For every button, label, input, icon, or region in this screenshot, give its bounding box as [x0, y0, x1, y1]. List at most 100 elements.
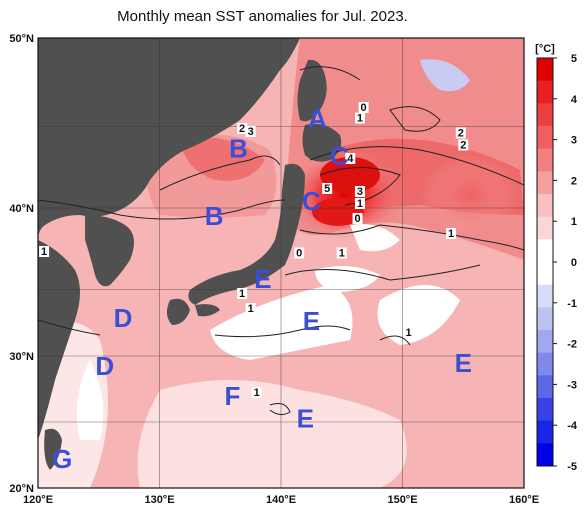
colorbar-swatch [537, 352, 553, 376]
contour-label: 1 [357, 198, 363, 210]
colorbar-swatch [537, 80, 553, 104]
contour-label-bg [237, 288, 248, 299]
ocean-neutral-kuroshio [315, 266, 380, 292]
contour-line [269, 403, 291, 416]
ocean-hotspot-c-core2 [312, 198, 364, 226]
region-label-c: C [302, 186, 321, 216]
contour-label-bg [458, 139, 469, 151]
colorbar-swatch [537, 330, 553, 354]
contour-label-bg [358, 102, 369, 113]
ocean-east-warm [420, 155, 520, 235]
lon-label-140: 140°E [266, 494, 296, 506]
colorbar-swatch [537, 420, 553, 444]
contour-line [299, 66, 361, 81]
land-kyushu [166, 298, 190, 325]
contour-label: 3 [248, 126, 254, 138]
land-korean-peninsula [85, 215, 134, 287]
land-asia-mainland [38, 38, 300, 240]
contour-label-bg [354, 112, 365, 124]
contour-label: 1 [41, 246, 47, 258]
colorbar-swatch [537, 443, 553, 467]
contour-label-bg [354, 186, 365, 197]
colorbar-tick-label: -2 [567, 339, 577, 351]
contour-label: 2 [460, 140, 466, 152]
lon-label-160: 160°E [509, 494, 539, 506]
region-label-g: G [52, 444, 72, 474]
contour-label-bg [446, 228, 457, 239]
lat-label-30: 30°N [9, 351, 34, 363]
region-label-b: B [205, 201, 224, 231]
region-label-a: A [308, 103, 327, 133]
colorbar-tick-label: 0 [571, 257, 577, 269]
lon-label-120: 120°E [23, 494, 53, 506]
contour-line [38, 319, 101, 336]
region-label-e: E [455, 348, 472, 378]
contour-label: 1 [357, 113, 363, 125]
contour-label: 0 [361, 102, 367, 114]
contour-label: 5 [324, 183, 330, 195]
lat-label-40: 40°N [9, 203, 34, 215]
colorbar-tick-label: 3 [571, 135, 577, 147]
contour-line [214, 325, 351, 338]
contour-label: 1 [239, 288, 245, 300]
colorbar-tick-label: -4 [567, 420, 578, 432]
colorbar-swatch [537, 126, 553, 150]
contour-label: 1 [339, 248, 345, 260]
region-label-e: E [303, 306, 320, 336]
lon-label-130: 130°E [144, 494, 174, 506]
colorbar-unit: [°C] [535, 43, 555, 55]
contour-label-bg [251, 387, 262, 398]
land-hokkaido [302, 123, 342, 162]
anomaly-contours [38, 66, 524, 416]
colorbar-swatch [537, 216, 553, 240]
colorbar-tick-label: -1 [567, 298, 577, 310]
colorbar-ticks: 5 4 3 2 1 0 -1 -2 -3 -4 -5 [553, 53, 578, 473]
contour-label-bg [352, 213, 363, 224]
contour-label: 1 [448, 228, 454, 240]
colorbar: [°C] 5 4 3 2 1 0 -1 -2 -3 -4 -5 [535, 43, 578, 473]
ocean-neutral-east [377, 285, 460, 345]
contour-label-bg [345, 153, 356, 164]
colorbar-tick-label: -3 [567, 379, 577, 391]
land-china-coast [38, 240, 80, 440]
region-label-c: C [330, 141, 349, 171]
contour-label: 3 [357, 186, 363, 198]
contour-line [389, 106, 441, 132]
contour-label-bg [354, 198, 365, 209]
colorbar-swatch [537, 103, 553, 127]
region-label-d: D [95, 351, 114, 381]
ocean-weak-negative-okhotsk [420, 59, 470, 92]
contour-line [309, 146, 524, 186]
contour-label-bg [322, 183, 333, 194]
ocean-neutral-east-china-sea [76, 360, 104, 440]
map-title: Monthly mean SST anomalies for Jul. 2023… [117, 8, 408, 25]
colorbar-swatch [537, 58, 553, 82]
contour-line [319, 167, 401, 206]
contour-label: 1 [248, 303, 254, 315]
contour-line [38, 199, 286, 220]
lat-label-20: 20°N [9, 483, 34, 495]
contour-label: 1 [406, 327, 412, 339]
colorbar-swatch [537, 262, 553, 286]
colorbar-swatch [537, 194, 553, 218]
colorbar-swatch [537, 398, 553, 422]
lat-label-50: 50°N [9, 33, 34, 45]
region-label-d: D [114, 303, 133, 333]
colorbar-tick-label: -5 [567, 461, 577, 473]
lon-label-150: 150°E [387, 494, 417, 506]
colorbar-swatch [537, 284, 553, 308]
colorbar-tick-label: 2 [571, 175, 577, 187]
colorbar-tick-label: 4 [571, 94, 578, 106]
region-label-e: E [297, 403, 314, 433]
contour-line [284, 264, 481, 281]
colorbar-swatch [537, 375, 553, 399]
land-sakhalin [297, 59, 327, 122]
land-shikoku [195, 304, 220, 317]
colorbar-swatch [537, 171, 553, 195]
contour-label-bg [245, 126, 256, 137]
contour-line [299, 224, 524, 251]
contour-label-bg [455, 127, 466, 139]
ocean-near-neutral-south [137, 380, 407, 488]
land-taiwan [44, 428, 62, 470]
